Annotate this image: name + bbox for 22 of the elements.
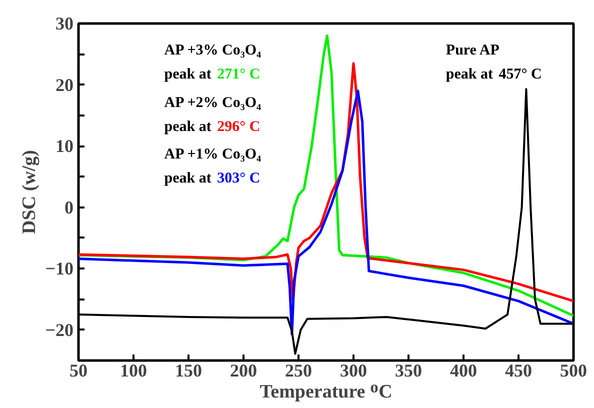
x-tick-label: 400 [450, 360, 477, 380]
x-tick-label: 50 [70, 360, 88, 380]
x-tick-label: 200 [230, 360, 257, 380]
x-tick-label: 300 [340, 360, 367, 380]
y-tick-label: −10 [45, 258, 74, 279]
x-tick-label: 450 [505, 360, 532, 380]
y-tick-label: 30 [56, 14, 74, 34]
y-tick-label: 20 [56, 74, 74, 95]
annotation: AP +1% Co₃O₄ peak at 303° C [164, 146, 262, 187]
x-tick-label: 100 [120, 360, 147, 380]
annotation: AP +3% Co₃O₄ peak at 271° C [164, 42, 262, 82]
y-tick-label: 10 [56, 136, 74, 156]
x-tick-label: 350 [395, 360, 422, 380]
x-tick-label: 250 [285, 360, 312, 380]
y-axis-title: DSC (w/g) [19, 150, 40, 234]
y-tick-label: −20 [45, 320, 74, 340]
y-tick-label: 0 [64, 197, 74, 218]
annotation: Pure AP peak at 457° C [446, 42, 542, 82]
annotation: AP +2% Co₃O₄ peak at 296° C [164, 95, 262, 136]
x-tick-label: 150 [175, 360, 202, 380]
x-tick-label: 500 [560, 360, 587, 380]
x-axis-title: Temperature ᴼC [260, 382, 392, 402]
